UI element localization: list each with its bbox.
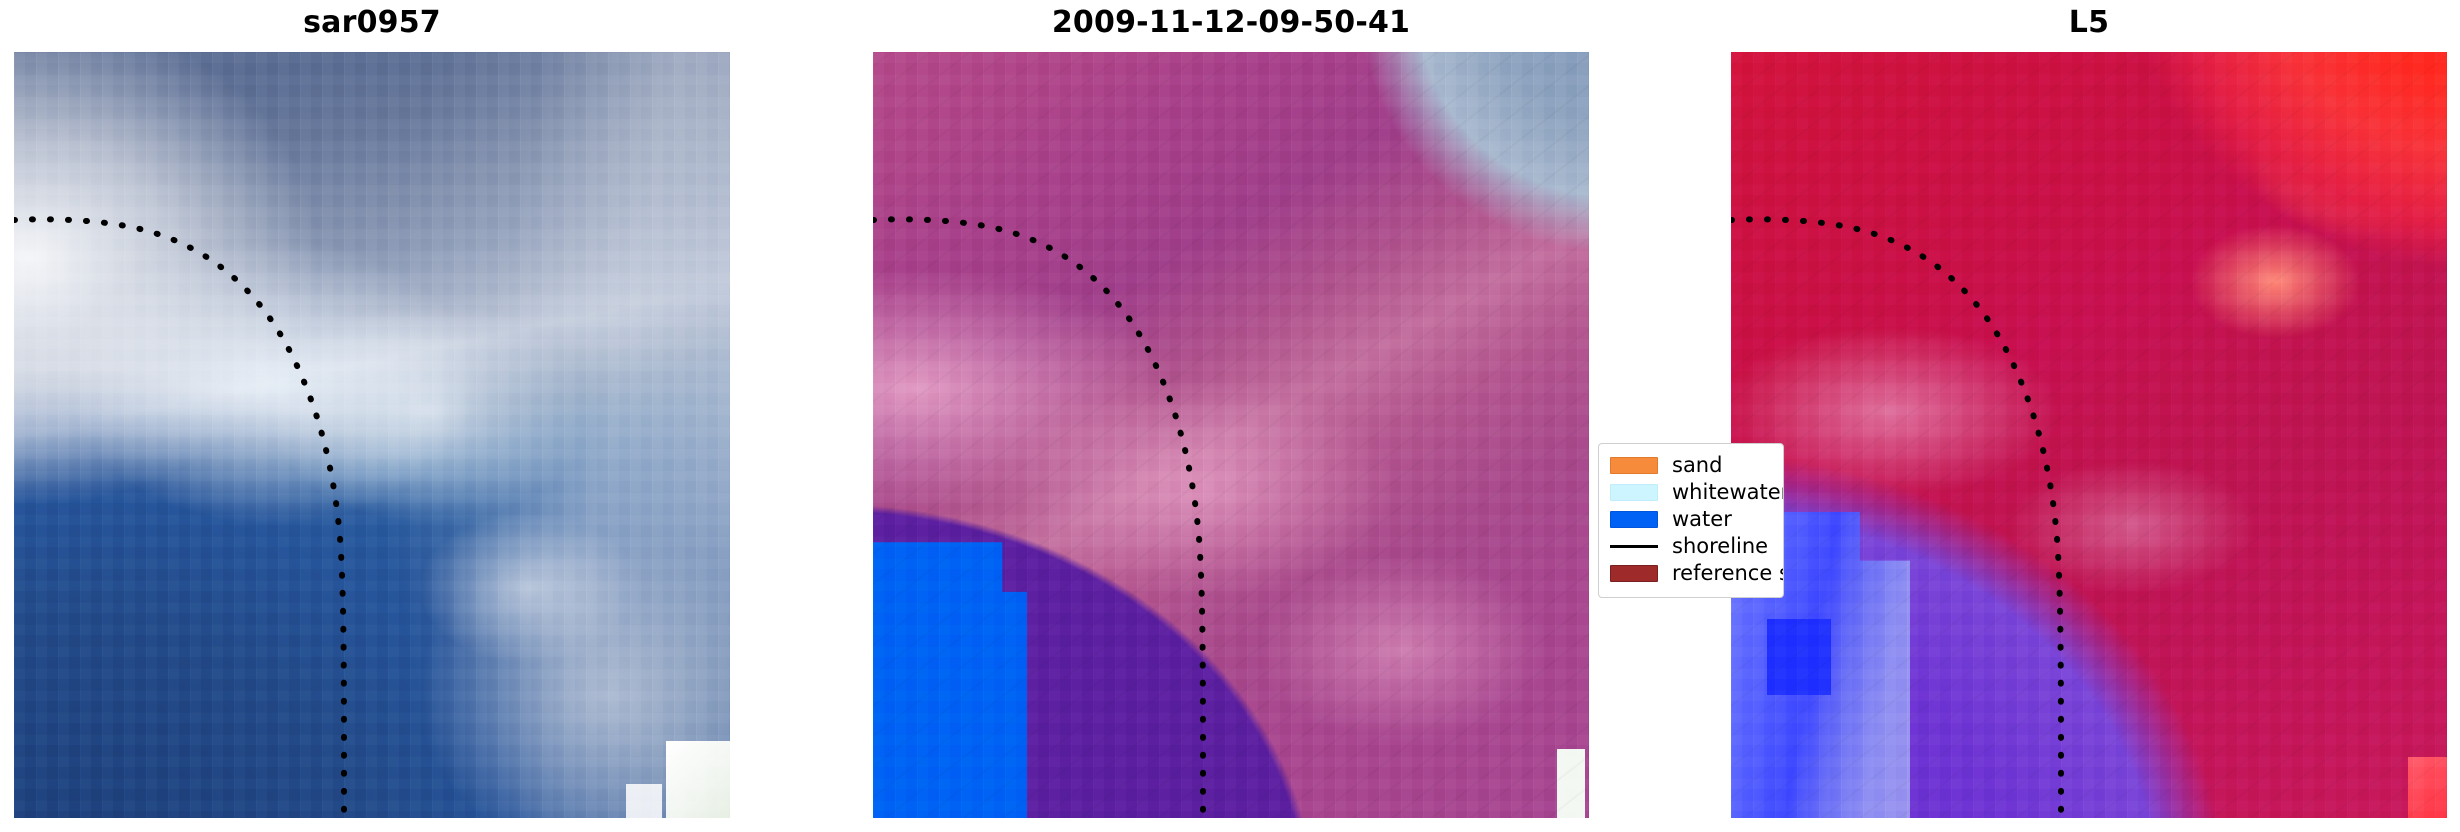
l5-pixel-noise — [1731, 52, 2447, 818]
class-pixel-noise — [873, 52, 1589, 818]
legend-label-water: water — [1672, 507, 1732, 531]
panel-title-1: sar0957 — [303, 4, 441, 40]
shoreline-overlay-2 — [873, 52, 1589, 818]
l5-corner-patch — [2407, 756, 2447, 818]
axes-classification[interactable] — [873, 52, 1589, 818]
sar-pixel-noise — [14, 52, 730, 818]
panel-title-3: L5 — [2068, 4, 2110, 40]
l5-deep-blue-patch — [1766, 618, 1832, 696]
panel-title-2: 2009-11-12-09-50-41 — [1051, 4, 1411, 40]
image-sar0957[interactable] — [14, 52, 730, 818]
axes-l5[interactable] — [1731, 52, 2447, 818]
legend-label-reference-shoreline: reference shoreline — [1672, 561, 1783, 585]
panel-classification: 2009-11-12-09-50-41 — [873, 0, 1589, 820]
legend-item-shoreline[interactable]: shoreline — [1599, 533, 1783, 560]
map-legend: sand whitewater water shoreline referenc… — [1598, 443, 1784, 598]
legend-label-shoreline: shoreline — [1672, 534, 1769, 558]
class-pixel-grid — [873, 52, 1589, 818]
sand-swatch — [1610, 457, 1658, 474]
sar-land-layer — [14, 52, 730, 818]
shoreline-line-swatch — [1610, 545, 1658, 548]
reference-shoreline-swatch — [1610, 565, 1658, 582]
image-classification[interactable] — [873, 52, 1589, 818]
axes-sar0957[interactable] — [14, 52, 730, 818]
l5-stair-edges — [1731, 52, 2447, 818]
legend-item-sand[interactable]: sand — [1599, 452, 1783, 479]
sar-bright-patch-2 — [626, 784, 662, 818]
shoreline-overlay-1 — [14, 52, 730, 818]
shoreline-overlay-3 — [1731, 52, 2447, 818]
panel-sar0957: sar0957 — [14, 0, 730, 820]
image-l5[interactable] — [1731, 52, 2447, 818]
legend-item-water[interactable]: water — [1599, 506, 1783, 533]
whitewater-swatch — [1610, 484, 1658, 501]
legend-item-whitewater[interactable]: whitewater — [1599, 479, 1783, 506]
sar-bright-patch — [665, 741, 730, 818]
legend-label-sand: sand — [1672, 453, 1723, 477]
water-swatch — [1610, 511, 1658, 528]
legend-label-whitewater: whitewater — [1672, 480, 1784, 504]
l5-pixel-grid — [1731, 52, 2447, 818]
legend-item-reference-shoreline[interactable]: reference shoreline — [1599, 560, 1783, 587]
class-white-patch — [1556, 749, 1586, 818]
panel-l5: L5 — [1731, 0, 2447, 820]
sar-pixel-grid — [14, 52, 730, 818]
class-blue-water-patch — [873, 542, 1027, 818]
class-stair-edges — [873, 52, 1589, 818]
